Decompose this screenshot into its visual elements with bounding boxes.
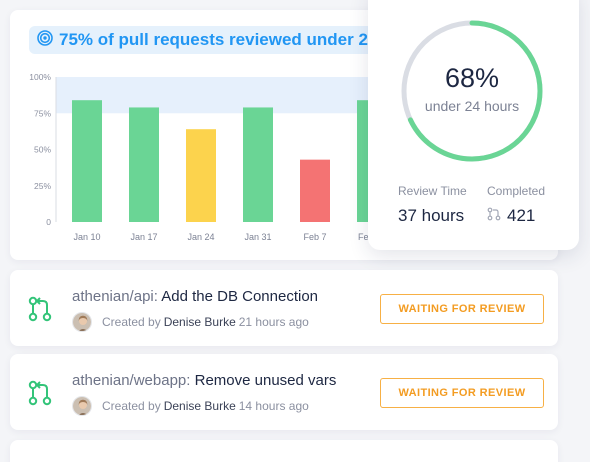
x-tick-label: Feb 7 — [303, 232, 326, 242]
author-name[interactable]: Denise Burke — [163, 315, 236, 329]
pr-title-text: Remove unused vars — [194, 372, 337, 389]
y-tick-label: 50% — [34, 145, 51, 155]
waiting-for-review-button[interactable]: WAITING FOR REVIEW — [380, 378, 544, 408]
headline-banner: 75% of pull requests reviewed under 24 h… — [29, 26, 389, 54]
x-tick-label: Jan 10 — [73, 232, 100, 242]
bar — [72, 100, 102, 222]
gauge-percent: 68% — [444, 62, 500, 93]
completed-stat: Completed 421 — [487, 184, 545, 226]
pull-request-row[interactable]: athenian/webapp: Remove unused vars Crea… — [10, 354, 558, 430]
pull-request-icon — [27, 296, 53, 327]
waiting-for-review-button[interactable]: WAITING FOR REVIEW — [380, 294, 544, 324]
completed-label: Completed — [487, 184, 546, 198]
completed-value-row: 421 — [487, 206, 545, 226]
bar — [300, 159, 330, 222]
pr-age: 14 hours ago — [238, 399, 309, 413]
pr-meta: Created by Denise Burke 21 hours ago — [72, 312, 309, 332]
bar — [129, 107, 159, 222]
pr-repo: athenian/webapp: — [72, 372, 191, 389]
review-summary-card: 68% under 24 hours Review Time 37 hours … — [368, 0, 579, 250]
y-tick-label: 100% — [29, 72, 51, 82]
merge-icon — [487, 206, 501, 226]
created-prefix: Created by — [102, 399, 161, 413]
y-tick-label: 0 — [46, 217, 51, 227]
avatar — [72, 312, 92, 332]
x-tick-label: Jan 24 — [187, 232, 214, 242]
completed-value: 421 — [507, 206, 536, 225]
gauge-subtitle: under 24 hours — [424, 97, 520, 114]
pr-age: 21 hours ago — [238, 315, 309, 329]
review-time-stat: Review Time 37 hours — [398, 184, 467, 226]
pr-title[interactable]: athenian/api: Add the DB Connection — [72, 288, 318, 305]
bar — [186, 129, 216, 222]
pull-request-row-partial — [10, 440, 558, 462]
bar — [243, 107, 273, 222]
target-icon — [37, 29, 53, 51]
x-tick-label: Jan 17 — [130, 232, 157, 242]
pr-title[interactable]: athenian/webapp: Remove unused vars — [72, 372, 336, 389]
gauge-center: 68% under 24 hours — [399, 18, 545, 164]
pr-meta: Created by Denise Burke 14 hours ago — [72, 396, 309, 416]
review-time-label: Review Time — [398, 184, 467, 198]
x-tick-label: Jan 31 — [244, 232, 271, 242]
pull-request-icon — [27, 380, 53, 411]
review-gauge — [401, 20, 543, 162]
pull-request-row[interactable]: athenian/api: Add the DB Connection Crea… — [10, 270, 558, 346]
pr-title-text: Add the DB Connection — [161, 288, 319, 305]
avatar — [72, 396, 92, 416]
created-prefix: Created by — [102, 315, 161, 329]
pr-repo: athenian/api: — [72, 288, 158, 305]
review-time-value: 37 hours — [398, 206, 465, 225]
y-tick-label: 25% — [34, 181, 51, 191]
author-name[interactable]: Denise Burke — [163, 399, 236, 413]
headline-text: 75% of pull requests reviewed under 24 h… — [59, 30, 389, 49]
y-tick-label: 75% — [34, 108, 51, 118]
gauge-progress-arc — [401, 20, 543, 162]
